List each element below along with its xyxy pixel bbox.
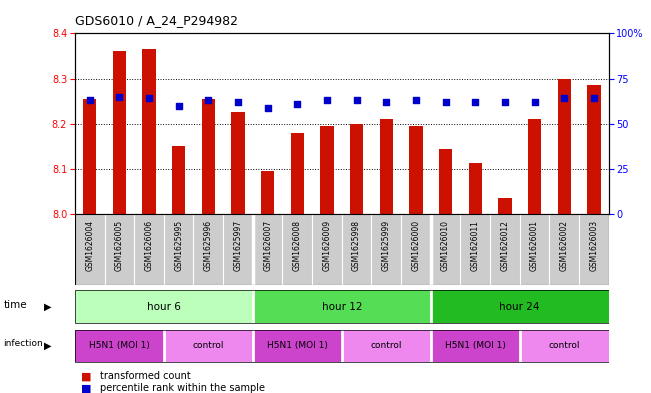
Bar (528, 119, 541, 214)
Bar (320, 126, 333, 214)
Bar (113, 51, 126, 214)
Text: ■: ■ (81, 371, 92, 382)
Text: GSM1625999: GSM1625999 (381, 220, 391, 271)
Text: GSM1626011: GSM1626011 (471, 220, 480, 271)
Bar (83, 99, 96, 214)
Text: ■: ■ (81, 383, 92, 393)
Bar (231, 112, 245, 214)
Point (529, 99, 540, 105)
Point (114, 94, 124, 100)
Text: GSM1626010: GSM1626010 (441, 220, 450, 271)
Bar (261, 171, 274, 214)
Text: hour 24: hour 24 (499, 301, 540, 312)
Text: GSM1625997: GSM1625997 (234, 220, 242, 271)
Text: GSM1626001: GSM1626001 (530, 220, 539, 271)
Text: GSM1626002: GSM1626002 (560, 220, 569, 271)
Point (500, 99, 510, 105)
Text: infection: infection (3, 340, 43, 348)
Point (322, 97, 332, 103)
Text: H5N1 (MOI 1): H5N1 (MOI 1) (89, 342, 150, 350)
Text: percentile rank within the sample: percentile rank within the sample (100, 383, 264, 393)
Text: GSM1626008: GSM1626008 (293, 220, 302, 271)
Text: H5N1 (MOI 1): H5N1 (MOI 1) (445, 342, 506, 350)
Text: GSM1625995: GSM1625995 (174, 220, 183, 271)
Text: GSM1626006: GSM1626006 (145, 220, 154, 271)
Point (559, 95, 570, 102)
Text: time: time (3, 299, 27, 310)
Text: control: control (193, 342, 224, 350)
Text: hour 6: hour 6 (147, 301, 181, 312)
Point (411, 97, 421, 103)
Point (589, 95, 599, 102)
Bar (143, 49, 156, 214)
Point (470, 99, 480, 105)
Bar (519, 330, 609, 362)
Bar (253, 290, 431, 323)
Point (203, 97, 214, 103)
Bar (469, 163, 482, 214)
Point (292, 101, 303, 107)
Point (85, 97, 95, 103)
Text: transformed count: transformed count (100, 371, 190, 382)
Point (440, 99, 450, 105)
Text: GSM1626009: GSM1626009 (322, 220, 331, 271)
Bar (350, 124, 363, 214)
Point (352, 97, 362, 103)
Bar (587, 85, 600, 214)
Bar (431, 290, 609, 323)
Bar (342, 330, 431, 362)
Text: control: control (370, 342, 402, 350)
Text: GSM1626003: GSM1626003 (589, 220, 598, 271)
Bar (557, 79, 571, 214)
Text: GSM1626005: GSM1626005 (115, 220, 124, 271)
Bar (202, 99, 215, 214)
Text: GSM1626012: GSM1626012 (501, 220, 509, 271)
Point (233, 99, 243, 105)
Text: GSM1626004: GSM1626004 (85, 220, 94, 271)
Text: GSM1625996: GSM1625996 (204, 220, 213, 271)
Text: GSM1625998: GSM1625998 (352, 220, 361, 271)
Bar (172, 146, 186, 214)
Text: GSM1626007: GSM1626007 (263, 220, 272, 271)
Point (262, 105, 273, 111)
Bar (380, 119, 393, 214)
Text: GDS6010 / A_24_P294982: GDS6010 / A_24_P294982 (75, 14, 238, 27)
Text: control: control (548, 342, 580, 350)
Text: H5N1 (MOI 1): H5N1 (MOI 1) (267, 342, 327, 350)
Point (173, 103, 184, 109)
Bar (290, 133, 304, 214)
Text: ▶: ▶ (44, 341, 51, 351)
Text: ▶: ▶ (44, 301, 51, 312)
Bar (431, 330, 519, 362)
Bar (75, 330, 164, 362)
Point (144, 95, 154, 102)
Bar (164, 330, 253, 362)
Bar (439, 149, 452, 214)
Bar (498, 198, 512, 214)
Text: hour 12: hour 12 (322, 301, 362, 312)
Bar (409, 126, 422, 214)
Point (381, 99, 391, 105)
Text: GSM1626000: GSM1626000 (411, 220, 421, 271)
Bar (75, 290, 253, 323)
Bar (253, 330, 342, 362)
